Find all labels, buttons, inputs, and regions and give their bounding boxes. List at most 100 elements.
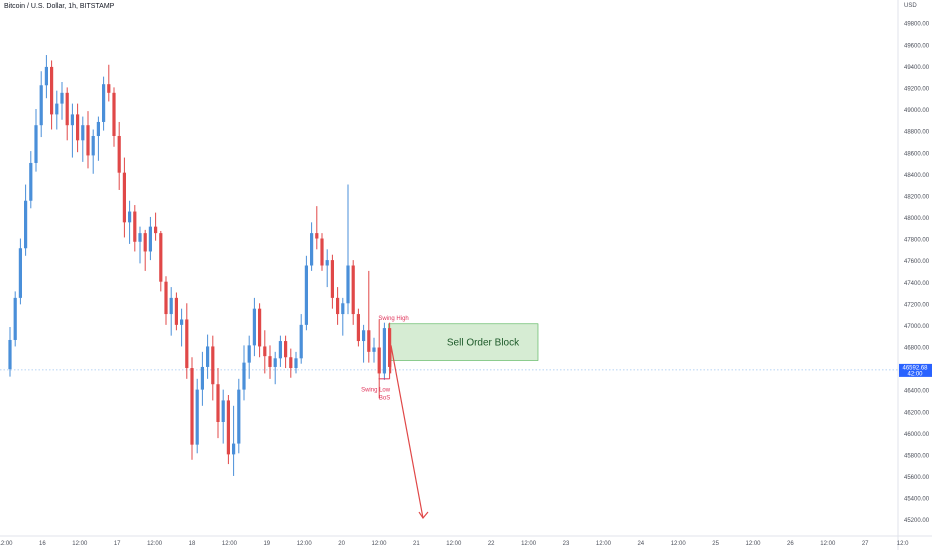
swing-low-label: Swing Low (361, 388, 391, 394)
x-tick-label: 12:00 (0, 541, 13, 547)
x-tick-label: 19 (263, 541, 270, 547)
candle-body (356, 314, 360, 342)
candle-body (60, 92, 64, 104)
candle-body (34, 125, 38, 163)
y-tick-label: 45800.00 (904, 453, 930, 459)
x-tick-label: 12:00 (745, 541, 761, 547)
y-tick-label: 49200.00 (904, 87, 930, 93)
x-tick-label: 26 (787, 541, 794, 547)
y-tick-label: 47200.00 (904, 302, 930, 308)
y-tick-label: 47800.00 (904, 238, 930, 244)
candle-body (242, 362, 246, 390)
candle-body (382, 328, 386, 374)
candle-body (211, 346, 215, 385)
candle-body (263, 346, 267, 357)
candle-body (294, 358, 298, 369)
candle-body (320, 238, 324, 266)
x-tick-label: 12:00 (671, 541, 687, 547)
candle-body (86, 125, 90, 156)
y-tick-label: 48400.00 (904, 173, 930, 179)
candle-body (164, 281, 168, 315)
y-tick-label: 47600.00 (904, 259, 930, 265)
x-tick-label: 16 (39, 541, 46, 547)
candle-body (122, 172, 126, 223)
y-tick-label: 45400.00 (904, 497, 930, 503)
y-tick-label: 48600.00 (904, 151, 930, 157)
candle-body (102, 84, 106, 122)
candle-body (70, 114, 74, 126)
candle-body (159, 233, 163, 282)
y-tick-label: 48800.00 (904, 130, 930, 136)
candle-body (143, 233, 147, 252)
candle-body (304, 265, 308, 325)
candle-body (148, 226, 152, 252)
y-tick-label: 49800.00 (904, 22, 930, 28)
candle-body (221, 400, 225, 422)
candle-body (107, 84, 111, 93)
candle-body (206, 346, 210, 367)
candle-body (367, 330, 371, 352)
current-price-sublabel: 42:00 (907, 371, 923, 377)
candle-body (65, 92, 69, 126)
x-tick-label: 12:00 (596, 541, 612, 547)
x-tick-label: 18 (189, 541, 196, 547)
candle-body (200, 366, 204, 390)
y-tick-label: 45600.00 (904, 475, 930, 481)
x-tick-label: 12:00 (521, 541, 537, 547)
y-axis-unit: USD (904, 3, 917, 9)
y-tick-label: 46000.00 (904, 432, 930, 438)
candle-body (117, 135, 121, 173)
candle-body (284, 341, 288, 358)
candle-body (133, 211, 137, 242)
candle-body (44, 66, 48, 86)
candle-body (96, 121, 100, 136)
candle-body (237, 389, 241, 444)
x-tick-label: 12:00 (72, 541, 88, 547)
x-tick-label: 12:00 (371, 541, 387, 547)
candle-body (278, 341, 282, 359)
candle-body (138, 233, 142, 242)
candle-body (81, 125, 85, 141)
candle-body (55, 103, 59, 115)
candle-body (252, 308, 256, 346)
candle-body (216, 384, 220, 422)
candle-body (289, 357, 293, 369)
candle-body (50, 66, 54, 115)
candle-body (336, 297, 340, 315)
candle-body (128, 211, 132, 223)
x-tick-label: 12:00 (446, 541, 462, 547)
sell-order-block (388, 323, 539, 361)
candle-body (273, 358, 277, 367)
y-tick-label: 46800.00 (904, 346, 930, 352)
candle-body (268, 356, 272, 367)
candle-body (299, 324, 303, 359)
y-tick-label: 45200.00 (904, 518, 930, 524)
x-tick-label: 17 (114, 541, 121, 547)
candle-body (226, 400, 230, 455)
candle-body (330, 260, 334, 298)
y-tick-label: 49400.00 (904, 65, 930, 71)
candle-body (315, 233, 319, 239)
candle-body (377, 347, 381, 374)
candle-body (76, 114, 80, 141)
candle-body (169, 297, 173, 315)
x-tick-label: 23 (563, 541, 570, 547)
x-tick-label: 24 (637, 541, 644, 547)
candle-body (351, 265, 355, 315)
x-tick-label: 20 (338, 541, 345, 547)
x-tick-label: 27 (862, 541, 869, 547)
x-tick-label: 12:0 (897, 541, 909, 547)
candle-body (8, 339, 12, 370)
bos-label: BoS (379, 395, 390, 401)
candle-body (91, 135, 95, 156)
x-tick-label: 12:00 (820, 541, 836, 547)
swing-high-label: Swing High (378, 316, 408, 322)
candle-body (258, 308, 262, 347)
y-tick-label: 46200.00 (904, 410, 930, 416)
candle-body (341, 303, 345, 315)
sell-order-block-label: Sell Order Block (447, 338, 520, 349)
candle-body (190, 368, 194, 445)
x-tick-label: 21 (413, 541, 420, 547)
